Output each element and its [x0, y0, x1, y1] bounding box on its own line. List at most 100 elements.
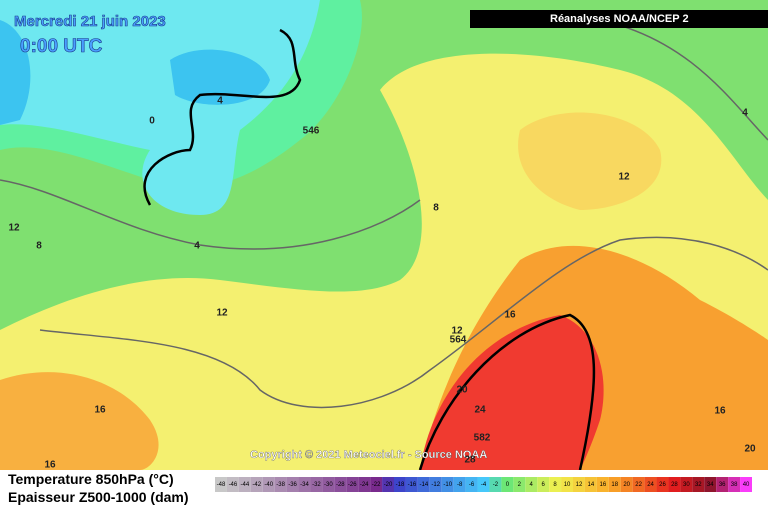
scale-swatch — [477, 477, 490, 492]
scale-swatch — [704, 477, 717, 492]
scale-label: 38 — [731, 482, 738, 488]
contour-label: 16 — [714, 406, 726, 417]
scale-swatch — [238, 477, 251, 492]
scale-swatch — [656, 477, 669, 492]
contour — [39, 236, 768, 409]
scale-swatch — [250, 477, 263, 492]
scale-swatch — [322, 477, 335, 492]
contour-label: 0 — [149, 116, 155, 127]
scale-swatch — [215, 477, 227, 492]
scale-swatch — [262, 477, 275, 492]
scale-label: 6 — [541, 482, 545, 488]
scale-label: -24 — [360, 482, 369, 488]
contour-label: 12 — [618, 172, 630, 183]
scale-swatch — [417, 477, 430, 492]
contour — [0, 179, 421, 250]
scale-swatch — [620, 477, 633, 492]
scale-swatch — [608, 477, 621, 492]
contour-label: 24 — [474, 405, 486, 416]
scale-swatch — [286, 477, 299, 492]
contour-label: 4 — [217, 96, 223, 107]
contour-label: 12 — [216, 308, 228, 319]
contour-label: 28 — [464, 455, 476, 466]
scale-swatch — [537, 477, 550, 492]
source-box — [470, 10, 768, 28]
scale-label: 26 — [659, 482, 666, 488]
scale-label: -40 — [264, 482, 273, 488]
scale-label: -32 — [312, 482, 321, 488]
scale-label: -22 — [372, 482, 381, 488]
scale-swatch — [226, 477, 239, 492]
scale-swatch — [632, 477, 645, 492]
scale-label: -14 — [419, 482, 428, 488]
scale-label: 22 — [635, 482, 642, 488]
scale-swatch — [513, 477, 526, 492]
scale-label: -48 — [217, 482, 226, 488]
scale-label: -16 — [408, 482, 417, 488]
zone-warm-w — [0, 372, 159, 470]
contour-label: 20 — [456, 385, 468, 396]
scale-swatch — [596, 477, 609, 492]
scale-label: 34 — [707, 482, 714, 488]
scale-label: -12 — [431, 482, 440, 488]
contour-label: 546 — [303, 126, 320, 137]
legend-temperature: Temperature 850hPa (°C) — [8, 471, 174, 487]
scale-swatch — [298, 477, 311, 492]
scale-label: -30 — [324, 482, 333, 488]
scale-swatch — [310, 477, 323, 492]
scale-swatch — [549, 477, 562, 492]
legend-thickness: Epaisseur Z500-1000 (dam) — [8, 489, 189, 505]
scale-label: 10 — [564, 482, 571, 488]
scale-label: 12 — [576, 482, 583, 488]
scale-label: -46 — [229, 482, 238, 488]
scale-label: 8 — [553, 482, 557, 488]
contour-label: 16 — [94, 405, 106, 416]
scale-swatch — [716, 477, 729, 492]
zone-cold — [0, 0, 320, 215]
contour-label: 16 — [504, 310, 516, 321]
scale-swatch — [274, 477, 287, 492]
scale-label: 2 — [518, 482, 522, 488]
source-text: Réanalyses NOAA/NCEP 2 — [550, 13, 689, 25]
scale-swatch — [668, 477, 681, 492]
scale-label: -42 — [252, 482, 261, 488]
date: Mercredi 21 juin 2023 — [14, 13, 166, 30]
scale-swatch — [584, 477, 597, 492]
scale-label: 18 — [611, 482, 618, 488]
contour — [599, 19, 768, 141]
scale-label: -26 — [348, 482, 357, 488]
scale-swatch — [692, 477, 705, 492]
zone-colder — [0, 20, 270, 125]
scale-label: -34 — [300, 482, 309, 488]
contour-label: 4 — [194, 241, 200, 252]
scale-swatch — [740, 477, 752, 492]
scale-swatch — [405, 477, 418, 492]
contour-label: 16 — [44, 460, 56, 471]
scale-swatch — [453, 477, 466, 492]
contour-label: 12 — [451, 326, 463, 337]
contour-label: 12 — [8, 223, 20, 234]
scale-label: -38 — [276, 482, 285, 488]
scale-label: 14 — [588, 482, 595, 488]
zone-warm-n — [518, 112, 662, 210]
scale-swatch — [465, 477, 478, 492]
scale-swatch — [561, 477, 573, 492]
scale-label: 32 — [695, 482, 702, 488]
time: 0:00 UTC — [20, 36, 103, 57]
scale-swatch — [728, 477, 741, 492]
contour-label: 8 — [36, 241, 42, 252]
scale-swatch — [489, 477, 502, 492]
scale-label: 20 — [623, 482, 630, 488]
scale-label: 0 — [506, 482, 510, 488]
scale-swatch — [644, 477, 657, 492]
scale-label: 4 — [530, 482, 534, 488]
scale-swatch — [429, 477, 442, 492]
scale-label: 30 — [683, 482, 690, 488]
scale-label: -20 — [384, 482, 393, 488]
copyright: Copyright © 2021 Meteociel.fr - Source N… — [250, 449, 487, 461]
scale-label: 36 — [719, 482, 726, 488]
scale-label: 24 — [647, 482, 654, 488]
scale-label: 40 — [743, 482, 750, 488]
contour-label: 564 — [450, 335, 467, 346]
